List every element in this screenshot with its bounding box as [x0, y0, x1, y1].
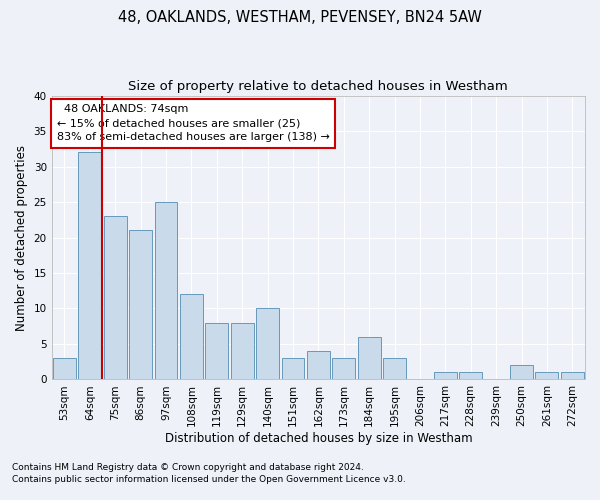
Bar	[535, 372, 559, 380]
Bar	[180, 294, 203, 380]
Bar	[79, 152, 101, 380]
Text: Contains public sector information licensed under the Open Government Licence v3: Contains public sector information licen…	[12, 474, 406, 484]
Bar	[129, 230, 152, 380]
Bar	[459, 372, 482, 380]
Bar	[205, 322, 228, 380]
Bar	[256, 308, 279, 380]
Title: Size of property relative to detached houses in Westham: Size of property relative to detached ho…	[128, 80, 508, 93]
Bar	[358, 337, 380, 380]
Bar	[155, 202, 178, 380]
Bar	[383, 358, 406, 380]
Text: 48 OAKLANDS: 74sqm
← 15% of detached houses are smaller (25)
83% of semi-detache: 48 OAKLANDS: 74sqm ← 15% of detached hou…	[57, 104, 330, 142]
Text: Contains HM Land Registry data © Crown copyright and database right 2024.: Contains HM Land Registry data © Crown c…	[12, 464, 364, 472]
Y-axis label: Number of detached properties: Number of detached properties	[15, 144, 28, 330]
Bar	[104, 216, 127, 380]
Bar	[434, 372, 457, 380]
Bar	[307, 351, 330, 380]
Bar	[231, 322, 254, 380]
Bar	[281, 358, 304, 380]
Bar	[510, 366, 533, 380]
X-axis label: Distribution of detached houses by size in Westham: Distribution of detached houses by size …	[164, 432, 472, 445]
Bar	[53, 358, 76, 380]
Bar	[332, 358, 355, 380]
Bar	[561, 372, 584, 380]
Text: 48, OAKLANDS, WESTHAM, PEVENSEY, BN24 5AW: 48, OAKLANDS, WESTHAM, PEVENSEY, BN24 5A…	[118, 10, 482, 25]
